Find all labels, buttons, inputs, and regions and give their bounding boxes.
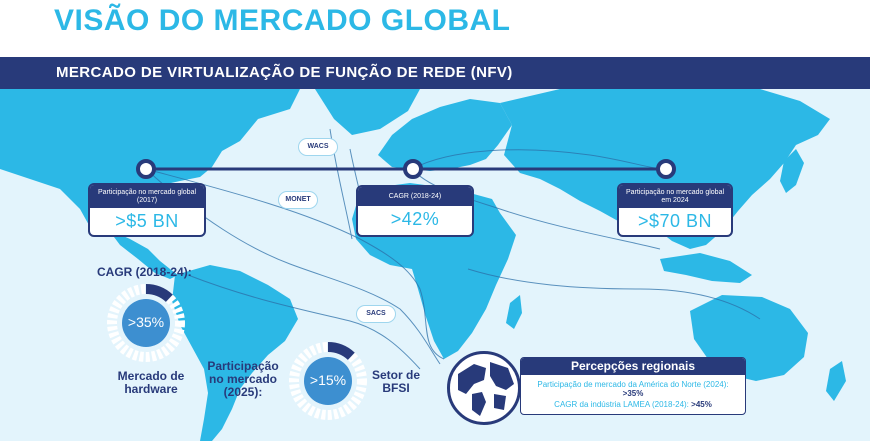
node-asia [656, 159, 676, 179]
bfsi-donut [289, 342, 367, 420]
world-map: WACS MONET SACS [0, 89, 870, 441]
donut-center [304, 357, 352, 405]
regional-na: Participação de mercado da América do No… [521, 375, 745, 398]
donut-center [122, 299, 170, 347]
madagascar-shape [506, 295, 522, 329]
stat-card-global-2024: Participação no mercado global em 2024 >… [617, 183, 733, 237]
stat-card-global-2017: Participação no mercado global (2017) >$… [88, 183, 206, 237]
globe-graphic [458, 362, 514, 416]
south-america-shape [172, 265, 298, 441]
page-title: VISÃO DO MERCADO GLOBAL [54, 4, 511, 37]
regional-na-label: Participação de mercado da América do No… [537, 380, 729, 389]
new-zealand-shape [826, 361, 846, 401]
node-europe [403, 159, 423, 179]
hardware-value: >35% [127, 314, 165, 330]
bfsi-heading: Participação no mercado (2025): [207, 359, 279, 399]
stat-label: Participação no mercado global (2017) [90, 185, 204, 208]
hardware-donut [107, 284, 185, 362]
stat-label: CAGR (2018-24) [358, 187, 472, 206]
cable-tag-monet: MONET [278, 191, 318, 209]
bfsi-value: >15% [309, 372, 347, 388]
banner-title: MERCADO DE VIRTUALIZAÇÃO DE FUNÇÃO DE RE… [56, 64, 513, 81]
regional-lamea: CAGR da indústria LAMEA (2018-24): >45% [521, 398, 745, 409]
stat-value: >$70 BN [637, 211, 713, 231]
stat-card-cagr: CAGR (2018-24) >42% [356, 185, 474, 237]
regional-insights-panel: Percepções regionais Participação de mer… [520, 357, 746, 415]
stat-value: >$5 BN [115, 211, 179, 231]
donut-track [289, 342, 367, 420]
globe-icon [447, 351, 521, 425]
cable-tag-wacs: WACS [298, 138, 338, 156]
cable-tag-sacs: SACS [356, 305, 396, 323]
bfsi-caption: Setor de BFSI [371, 368, 420, 395]
regional-lamea-label: CAGR da indústria LAMEA (2018-24): [554, 400, 689, 409]
regional-lamea-value: >45% [691, 400, 712, 409]
regional-na-value: >35% [622, 389, 644, 398]
europe-shape [378, 99, 512, 171]
stat-label: Participação no mercado global em 2024 [619, 185, 731, 208]
central-america-shape [108, 229, 178, 279]
donut-fill [289, 342, 367, 420]
node-north-america [136, 159, 156, 179]
stat-value: >42% [390, 209, 440, 229]
donut-track [107, 284, 185, 362]
southeast-asia-shape [660, 253, 752, 283]
hardware-heading: CAGR (2018-24): [97, 265, 192, 279]
section-banner: MERCADO DE VIRTUALIZAÇÃO DE FUNÇÃO DE RE… [0, 57, 870, 89]
hardware-caption: Mercado de hardware [117, 369, 185, 396]
greenland-shape [315, 89, 420, 135]
regional-title: Percepções regionais [521, 358, 745, 375]
donut-fill [107, 284, 185, 362]
japan-shape [780, 149, 804, 193]
